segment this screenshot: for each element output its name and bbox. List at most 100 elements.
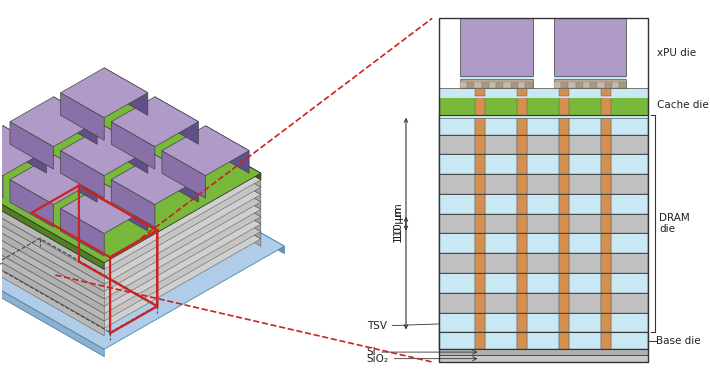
Bar bbox=[559, 313, 569, 332]
Bar bbox=[601, 88, 611, 96]
Polygon shape bbox=[0, 84, 261, 263]
Polygon shape bbox=[10, 97, 97, 147]
Bar bbox=[569, 313, 601, 332]
Polygon shape bbox=[111, 180, 155, 227]
Bar bbox=[476, 214, 486, 233]
Bar bbox=[569, 174, 601, 194]
Bar bbox=[559, 135, 569, 154]
Polygon shape bbox=[111, 155, 199, 204]
Polygon shape bbox=[104, 135, 261, 232]
Bar bbox=[528, 332, 559, 349]
Bar bbox=[476, 135, 486, 154]
Bar bbox=[517, 194, 528, 214]
Bar bbox=[439, 233, 476, 253]
Bar bbox=[569, 194, 601, 214]
Bar bbox=[559, 273, 569, 293]
Bar bbox=[611, 194, 648, 214]
Polygon shape bbox=[0, 143, 285, 349]
Bar bbox=[601, 253, 611, 273]
Bar bbox=[601, 332, 611, 349]
Polygon shape bbox=[0, 142, 261, 321]
Polygon shape bbox=[111, 97, 199, 147]
Polygon shape bbox=[60, 93, 104, 140]
Bar bbox=[559, 88, 569, 96]
Polygon shape bbox=[0, 224, 104, 321]
Text: SiO₂: SiO₂ bbox=[367, 354, 476, 364]
Bar bbox=[439, 174, 476, 194]
Bar bbox=[569, 293, 601, 313]
Polygon shape bbox=[104, 90, 261, 187]
Polygon shape bbox=[3, 126, 47, 173]
Bar bbox=[517, 88, 528, 96]
Bar bbox=[439, 253, 476, 273]
Bar bbox=[476, 115, 486, 135]
Bar bbox=[439, 233, 648, 253]
Bar bbox=[517, 115, 528, 135]
Bar bbox=[510, 82, 518, 88]
Bar bbox=[619, 82, 626, 88]
Text: Base die: Base die bbox=[656, 336, 701, 345]
Bar bbox=[559, 332, 569, 349]
Bar bbox=[611, 135, 648, 154]
Bar bbox=[439, 313, 476, 332]
Polygon shape bbox=[0, 127, 261, 306]
Bar bbox=[605, 82, 612, 88]
Polygon shape bbox=[60, 209, 104, 256]
Bar bbox=[439, 174, 648, 194]
Bar bbox=[611, 174, 648, 194]
Bar bbox=[528, 233, 559, 253]
Bar bbox=[576, 82, 583, 88]
Bar bbox=[460, 18, 532, 76]
Bar bbox=[486, 253, 517, 273]
Bar bbox=[528, 313, 559, 332]
Polygon shape bbox=[104, 143, 285, 254]
Polygon shape bbox=[60, 184, 148, 233]
Bar bbox=[559, 194, 569, 214]
Polygon shape bbox=[104, 120, 261, 217]
Bar bbox=[503, 82, 510, 88]
Polygon shape bbox=[162, 151, 205, 198]
Bar bbox=[439, 349, 648, 355]
Bar bbox=[568, 82, 576, 88]
Bar bbox=[569, 253, 601, 273]
Bar bbox=[439, 96, 648, 98]
Polygon shape bbox=[104, 126, 148, 173]
Bar bbox=[486, 273, 517, 293]
Polygon shape bbox=[104, 68, 148, 115]
Bar bbox=[517, 233, 528, 253]
Bar bbox=[439, 88, 648, 96]
Bar bbox=[517, 293, 528, 313]
Bar bbox=[476, 174, 486, 194]
Bar bbox=[517, 313, 528, 332]
Bar bbox=[439, 332, 648, 349]
Polygon shape bbox=[60, 126, 148, 176]
Text: TSV: TSV bbox=[367, 321, 476, 331]
Polygon shape bbox=[0, 98, 261, 277]
Polygon shape bbox=[104, 184, 148, 231]
Bar bbox=[439, 18, 648, 362]
Bar bbox=[518, 82, 525, 88]
Bar bbox=[601, 154, 611, 174]
Polygon shape bbox=[104, 127, 261, 224]
Bar bbox=[439, 115, 648, 118]
Bar bbox=[460, 82, 467, 88]
Bar bbox=[439, 273, 476, 293]
Polygon shape bbox=[0, 149, 261, 328]
Polygon shape bbox=[0, 126, 47, 176]
Bar bbox=[611, 233, 648, 253]
Bar bbox=[517, 273, 528, 293]
Polygon shape bbox=[0, 187, 104, 284]
Bar bbox=[601, 313, 611, 332]
Bar bbox=[476, 88, 486, 96]
Bar bbox=[611, 293, 648, 313]
Bar bbox=[611, 154, 648, 174]
Bar bbox=[439, 332, 648, 349]
Bar bbox=[554, 18, 626, 76]
Bar bbox=[528, 273, 559, 293]
Bar bbox=[460, 76, 532, 79]
Bar bbox=[528, 214, 559, 233]
Bar bbox=[583, 82, 590, 88]
Bar bbox=[559, 253, 569, 273]
Text: Si
interposer: Si interposer bbox=[0, 257, 8, 278]
Bar bbox=[439, 96, 648, 115]
